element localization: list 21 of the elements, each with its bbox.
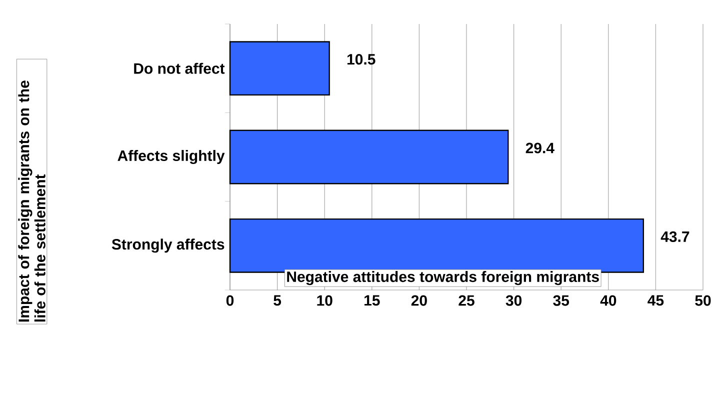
data-label: 43.7 bbox=[660, 231, 690, 242]
x-tick-label: 25 bbox=[458, 295, 474, 306]
x-tick-label: 35 bbox=[553, 295, 570, 306]
data-label: 29.4 bbox=[526, 142, 554, 154]
x-tick-label: 50 bbox=[695, 295, 711, 306]
data-label: 10.5 bbox=[347, 54, 376, 65]
x-axis-title: Negative attitudes towards foreign migrants bbox=[287, 271, 599, 286]
x-tick-label: 15 bbox=[364, 295, 380, 306]
x-tick-label: 5 bbox=[274, 295, 282, 306]
x-tick-label: 30 bbox=[506, 295, 522, 306]
x-tick-label: 0 bbox=[226, 295, 234, 306]
y-tick-label: Strongly affects bbox=[112, 238, 224, 253]
x-tick-label: 40 bbox=[600, 295, 616, 306]
x-tick-label: 20 bbox=[411, 295, 427, 306]
x-tick-label: 45 bbox=[648, 295, 664, 306]
y-tick-label: Do not affect bbox=[134, 62, 225, 74]
y-axis-title: Impact of foreign migrants on the life of the settlement bbox=[18, 80, 46, 322]
y-tick-label: Affects slightly bbox=[118, 150, 225, 164]
x-tick-label: 10 bbox=[317, 295, 332, 306]
bar bbox=[229, 41, 330, 96]
bar bbox=[229, 130, 509, 184]
